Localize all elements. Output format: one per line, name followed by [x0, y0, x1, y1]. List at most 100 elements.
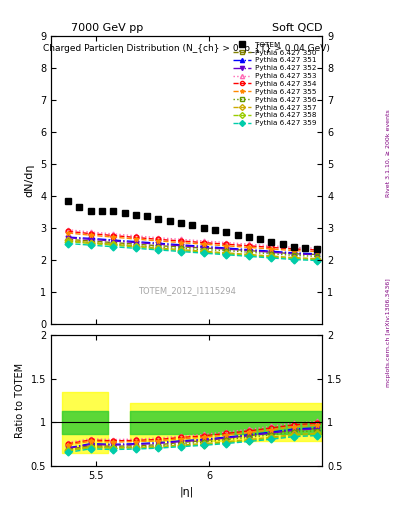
Pythia 6.427 350: [134, 241, 138, 247]
TOTEM: [156, 216, 161, 222]
Pythia 6.427 351: [269, 248, 274, 254]
TOTEM: [77, 204, 82, 210]
Pythia 6.427 357: [134, 243, 138, 249]
Line: Pythia 6.427 359: Pythia 6.427 359: [66, 241, 319, 263]
TOTEM: [303, 245, 308, 251]
Pythia 6.427 358: [224, 251, 229, 257]
Pythia 6.427 358: [66, 239, 70, 245]
Pythia 6.427 356: [134, 243, 138, 249]
TOTEM: [224, 229, 229, 236]
Pythia 6.427 357: [179, 247, 184, 253]
Pythia 6.427 356: [66, 238, 70, 244]
Pythia 6.427 356: [201, 247, 206, 253]
Pythia 6.427 355: [111, 234, 116, 240]
Text: Soft QCD: Soft QCD: [272, 23, 322, 33]
Pythia 6.427 358: [314, 257, 319, 263]
Pythia 6.427 359: [111, 244, 116, 250]
Pythia 6.427 351: [292, 250, 296, 256]
Pythia 6.427 354: [179, 238, 184, 244]
Y-axis label: dN/dη: dN/dη: [24, 163, 35, 197]
Pythia 6.427 352: [88, 237, 93, 243]
Pythia 6.427 356: [292, 252, 296, 259]
Line: Pythia 6.427 354: Pythia 6.427 354: [66, 229, 319, 252]
Pythia 6.427 356: [111, 241, 116, 247]
Pythia 6.427 358: [292, 255, 296, 262]
Pythia 6.427 359: [156, 247, 161, 253]
Pythia 6.427 355: [179, 240, 184, 246]
Pythia 6.427 351: [246, 247, 251, 253]
Line: Pythia 6.427 357: Pythia 6.427 357: [66, 238, 319, 261]
Pythia 6.427 355: [246, 244, 251, 250]
Pythia 6.427 355: [269, 246, 274, 252]
Pythia 6.427 356: [88, 240, 93, 246]
Pythia 6.427 352: [201, 244, 206, 250]
Pythia 6.427 350: [269, 249, 274, 255]
Pythia 6.427 350: [156, 243, 161, 249]
Pythia 6.427 358: [179, 247, 184, 253]
TOTEM: [235, 231, 240, 238]
Pythia 6.427 357: [201, 248, 206, 254]
Pythia 6.427 354: [224, 241, 229, 247]
Pythia 6.427 358: [201, 249, 206, 255]
Pythia 6.427 356: [179, 245, 184, 251]
Pythia 6.427 351: [156, 240, 161, 246]
Pythia 6.427 355: [201, 241, 206, 247]
TOTEM: [99, 207, 104, 214]
Pythia 6.427 352: [134, 240, 138, 246]
Pythia 6.427 350: [179, 244, 184, 250]
Pythia 6.427 354: [269, 244, 274, 250]
Text: TOTEM_2012_I1115294: TOTEM_2012_I1115294: [138, 286, 236, 295]
Pythia 6.427 351: [88, 236, 93, 242]
Line: TOTEM: TOTEM: [64, 198, 320, 252]
Pythia 6.427 359: [269, 255, 274, 261]
Pythia 6.427 356: [156, 244, 161, 250]
Pythia 6.427 354: [88, 230, 93, 237]
Pythia 6.427 357: [224, 250, 229, 256]
Pythia 6.427 353: [66, 227, 70, 233]
Legend: TOTEM, Pythia 6.427 350, Pythia 6.427 351, Pythia 6.427 352, Pythia 6.427 353, P: TOTEM, Pythia 6.427 350, Pythia 6.427 35…: [231, 39, 319, 129]
TOTEM: [280, 241, 285, 247]
TOTEM: [145, 213, 149, 219]
Pythia 6.427 358: [134, 244, 138, 250]
TOTEM: [179, 220, 184, 226]
Pythia 6.427 358: [111, 242, 116, 248]
Pythia 6.427 354: [201, 240, 206, 246]
Pythia 6.427 351: [66, 234, 70, 240]
Pythia 6.427 359: [314, 258, 319, 264]
Pythia 6.427 354: [292, 246, 296, 252]
TOTEM: [134, 211, 138, 218]
Line: Pythia 6.427 353: Pythia 6.427 353: [66, 227, 319, 251]
Pythia 6.427 352: [179, 243, 184, 249]
Pythia 6.427 355: [224, 243, 229, 249]
Pythia 6.427 357: [88, 240, 93, 246]
Line: Pythia 6.427 358: Pythia 6.427 358: [66, 239, 319, 262]
Pythia 6.427 355: [88, 232, 93, 238]
Pythia 6.427 357: [292, 254, 296, 261]
TOTEM: [111, 208, 116, 215]
Pythia 6.427 359: [134, 245, 138, 251]
Pythia 6.427 359: [224, 252, 229, 258]
Pythia 6.427 353: [111, 231, 116, 237]
Pythia 6.427 350: [111, 240, 116, 246]
Pythia 6.427 351: [314, 251, 319, 257]
TOTEM: [213, 227, 217, 233]
Pythia 6.427 356: [314, 253, 319, 260]
Pythia 6.427 350: [224, 246, 229, 252]
Pythia 6.427 356: [269, 251, 274, 257]
TOTEM: [167, 218, 172, 224]
Pythia 6.427 357: [269, 253, 274, 259]
Pythia 6.427 351: [224, 245, 229, 251]
TOTEM: [190, 222, 195, 228]
Pythia 6.427 353: [179, 237, 184, 243]
Pythia 6.427 356: [224, 247, 229, 253]
Pythia 6.427 353: [292, 244, 296, 250]
TOTEM: [66, 198, 70, 204]
Pythia 6.427 351: [111, 237, 116, 243]
Pythia 6.427 357: [246, 251, 251, 258]
Pythia 6.427 354: [111, 232, 116, 239]
Pythia 6.427 353: [224, 240, 229, 246]
Pythia 6.427 359: [66, 241, 70, 247]
Pythia 6.427 355: [66, 230, 70, 236]
Text: 7000 GeV pp: 7000 GeV pp: [71, 23, 143, 33]
Pythia 6.427 358: [269, 254, 274, 260]
